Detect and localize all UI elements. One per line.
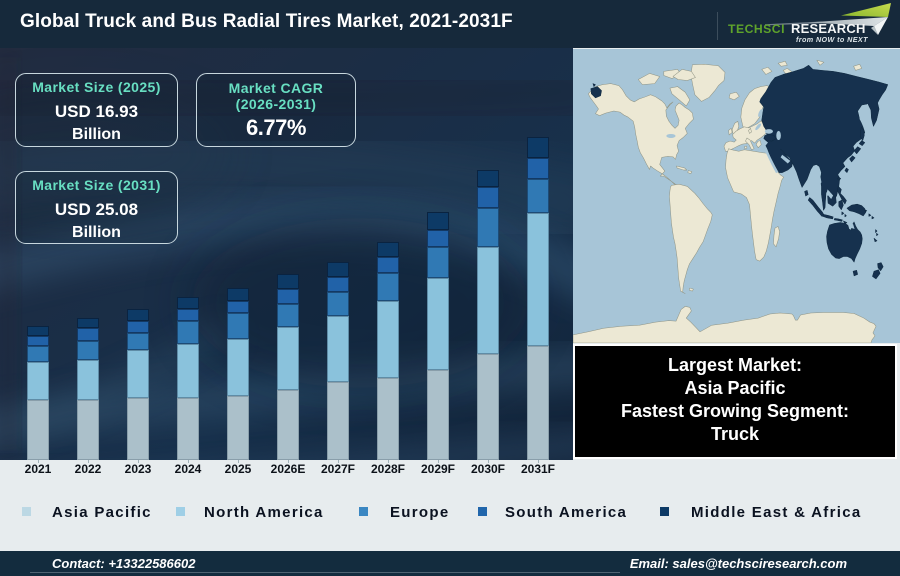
svg-text:TECHSCI: TECHSCI: [728, 22, 785, 36]
svg-text:RESEARCH: RESEARCH: [791, 21, 866, 36]
svg-text:from NOW to NEXT: from NOW to NEXT: [796, 35, 868, 44]
